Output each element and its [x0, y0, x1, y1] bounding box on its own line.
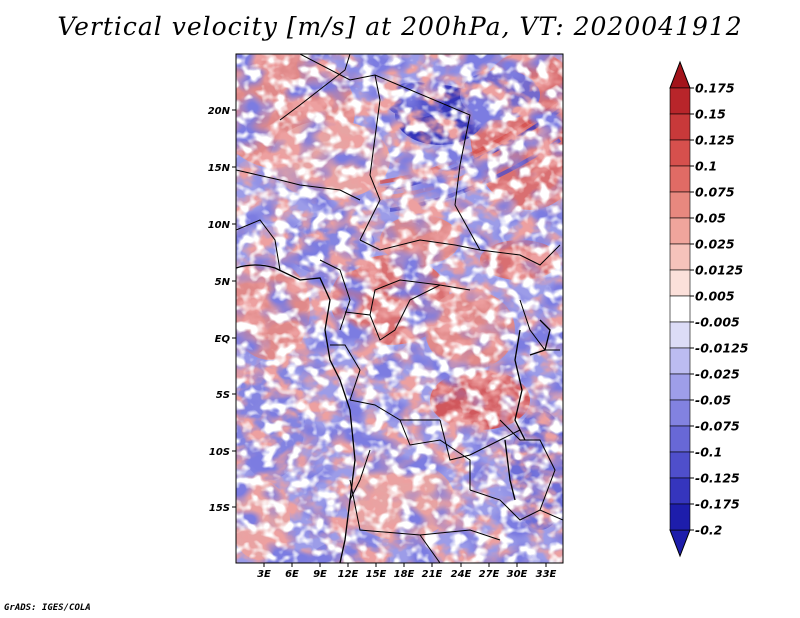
map-frame	[235, 53, 564, 564]
country-borders	[236, 54, 563, 563]
colorbar-swatch	[669, 373, 691, 401]
colorbar-label: -0.175	[695, 497, 740, 512]
colorbar-swatch	[669, 451, 691, 479]
colorbar-label: -0.075	[695, 419, 740, 434]
colorbar-swatch	[669, 113, 691, 141]
lat-label: 10N	[208, 220, 231, 231]
lon-label: 21E	[422, 569, 443, 580]
colorbar-label: 0.05	[695, 211, 726, 226]
colorbar-label: -0.125	[695, 471, 740, 486]
colorbar-label: 0.005	[695, 289, 735, 304]
colorbar-swatch	[669, 87, 691, 115]
colorbar-label: -0.1	[695, 445, 722, 460]
colorbar-bottom-arrow	[669, 529, 691, 558]
lat-label: 5S	[216, 390, 230, 401]
map-panel	[236, 54, 563, 563]
colorbar-label: 0.0125	[695, 263, 744, 278]
lat-axis: 20N 15N 10N 5N EQ 5S 10S 15S	[208, 106, 231, 514]
colorbar-swatch	[669, 399, 691, 427]
lon-label: 9E	[313, 569, 327, 580]
lat-label: EQ	[215, 334, 231, 345]
colorbar-swatch	[669, 243, 691, 271]
colorbar-label: -0.2	[695, 523, 722, 538]
lon-label: 3E	[257, 569, 271, 580]
colorbar-swatch	[669, 321, 691, 349]
colorbar-swatch	[669, 477, 691, 505]
colorbar-swatch	[669, 139, 691, 167]
lon-label: 6E	[285, 569, 299, 580]
colorbar-label: 0.15	[695, 107, 726, 122]
texture-white	[236, 54, 563, 563]
lon-label: 15E	[366, 569, 387, 580]
lon-ticks	[263, 563, 547, 567]
lat-label: 10S	[209, 447, 230, 458]
lat-label: 5N	[215, 277, 231, 288]
colorbar-swatch	[669, 217, 691, 245]
lat-label: 15N	[208, 163, 231, 174]
lon-label: 24E	[451, 569, 472, 580]
colorbar-label: -0.025	[695, 367, 740, 382]
lon-label: 33E	[536, 569, 557, 580]
lon-label: 12E	[338, 569, 359, 580]
colorbar-swatch	[669, 425, 691, 453]
lon-label: 30E	[507, 569, 528, 580]
colorbar-top-arrow	[669, 60, 691, 89]
lon-label: 27E	[479, 569, 500, 580]
colorbar-label: 0.125	[695, 133, 735, 148]
colorbar: 0.175 0.15 0.125 0.1 0.075 0.05 0.025 0.0125 0.0…	[669, 60, 749, 558]
lat-label: 15S	[209, 503, 230, 514]
colorbar-swatch	[669, 347, 691, 375]
lon-axis: 3E 6E 9E 12E 15E 18E 21E 24E 27E 30E 33E	[257, 569, 556, 580]
lat-label: 20N	[208, 106, 231, 117]
colorbar-swatch	[669, 269, 691, 297]
colorbar-label: -0.0125	[695, 341, 749, 356]
colorbar-label: 0.025	[695, 237, 735, 252]
colorbar-swatch	[669, 503, 691, 531]
colorbar-label: -0.005	[695, 315, 740, 330]
colorbar-label: 0.175	[695, 81, 735, 96]
lon-label: 18E	[394, 569, 415, 580]
colorbar-swatch	[669, 165, 691, 193]
colorbar-swatch	[669, 295, 691, 323]
grads-credit: GrADS: IGES/COLA	[4, 603, 91, 613]
colorbar-label: -0.05	[695, 393, 731, 408]
colorbar-swatch	[669, 191, 691, 219]
colorbar-label: 0.075	[695, 185, 735, 200]
colorbar-label: 0.1	[695, 159, 717, 174]
coastlines	[236, 264, 551, 563]
map-title: Vertical velocity [m/s] at 200hPa, VT: 2…	[57, 12, 743, 41]
lat-ticks	[232, 109, 236, 508]
